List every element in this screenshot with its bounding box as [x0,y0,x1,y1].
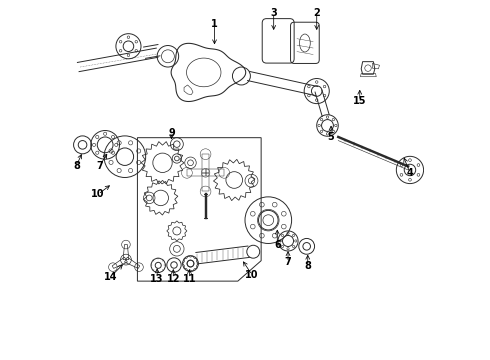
Text: 9: 9 [168,129,175,138]
Text: 10: 10 [245,270,259,280]
Text: 15: 15 [353,96,367,106]
Text: 4: 4 [407,168,414,178]
Text: 3: 3 [270,8,277,18]
Text: 11: 11 [183,274,196,284]
Text: 12: 12 [167,274,180,284]
Text: 10: 10 [91,189,105,199]
Text: 2: 2 [313,8,320,18]
Text: 7: 7 [97,161,103,171]
Text: 5: 5 [328,132,335,142]
Text: 14: 14 [104,272,117,282]
Text: 8: 8 [73,161,80,171]
Text: 7: 7 [285,257,292,267]
Text: 13: 13 [150,274,164,284]
Text: 1: 1 [211,19,218,29]
Text: 8: 8 [304,261,311,271]
Text: 6: 6 [274,239,281,249]
